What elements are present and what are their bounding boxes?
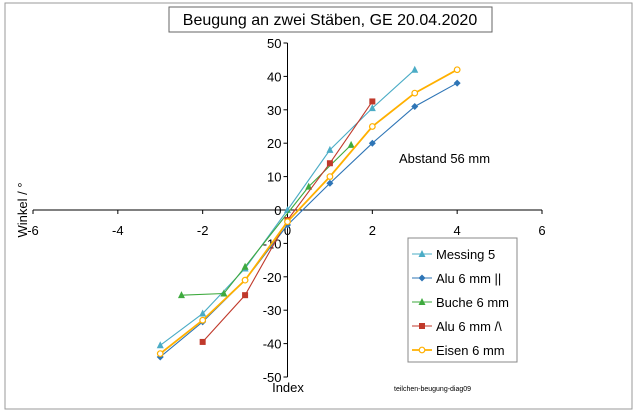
annotation-source: teilchen-beugung-diag09 xyxy=(394,386,471,393)
data-point xyxy=(369,98,376,105)
data-point xyxy=(411,102,419,110)
data-point xyxy=(241,262,249,270)
y-axis-label: Winkel / ° xyxy=(15,182,30,237)
data-point xyxy=(368,123,376,130)
chart-frame xyxy=(4,2,633,410)
data-point xyxy=(242,292,249,299)
legend-label: Alu 6 mm /\ xyxy=(436,319,502,334)
data-point xyxy=(411,89,419,97)
data-point xyxy=(326,173,334,181)
y-tick-label: -30 xyxy=(263,303,282,318)
y-tick-label: 50 xyxy=(267,36,281,51)
data-point xyxy=(156,350,164,358)
series-group xyxy=(156,65,419,349)
legend-swatch-marker xyxy=(418,250,426,257)
data-point xyxy=(305,182,313,190)
data-point xyxy=(453,79,461,87)
data-point xyxy=(220,289,228,297)
data-point xyxy=(326,160,333,167)
data-point xyxy=(156,341,164,349)
data-point xyxy=(199,316,207,324)
y-tick-label: 0 xyxy=(274,203,281,218)
y-tick-label: 20 xyxy=(267,136,281,151)
x-tick-label: 6 xyxy=(538,223,545,238)
series-line xyxy=(159,82,458,358)
series-layer xyxy=(156,65,461,361)
legend: Messing 5 Alu 6 mm || Buche 6 mm Alu 6 mm /… xyxy=(407,237,518,363)
data-point xyxy=(368,139,376,147)
data-point xyxy=(199,338,206,345)
annotation-note: Abstand 56 mm xyxy=(399,151,490,166)
legend-label: Messing 5 xyxy=(436,247,495,262)
y-tick-label: 10 xyxy=(267,170,281,185)
x-tick-label: -4 xyxy=(112,223,124,238)
series-line xyxy=(159,68,458,355)
legend-swatch-marker xyxy=(418,298,426,305)
data-point xyxy=(326,179,334,187)
data-point xyxy=(326,145,334,153)
data-point xyxy=(284,218,291,226)
legend-item: Eisen 6 mm xyxy=(412,343,505,358)
chart-title-box xyxy=(168,6,493,33)
labels-layer: Beugung an zwei Stäben, GE 20.04.2020 Wi… xyxy=(15,6,493,395)
y-tick-label: -20 xyxy=(263,270,282,285)
legend-swatch-marker xyxy=(418,346,426,354)
y-tick-label: -40 xyxy=(263,337,282,352)
data-point xyxy=(368,104,376,112)
legend-box xyxy=(407,237,518,363)
data-point xyxy=(241,276,249,284)
series-group xyxy=(156,66,461,358)
data-point xyxy=(411,65,419,73)
legend-label: Alu 6 mm || xyxy=(436,271,501,286)
y-tick-label: 30 xyxy=(267,103,281,118)
x-tick-label: -6 xyxy=(27,223,39,238)
legend-swatch-marker xyxy=(418,274,426,282)
legend-item: Alu 6 mm /\ xyxy=(412,319,502,334)
data-point xyxy=(177,291,185,299)
legend-item: Buche 6 mm xyxy=(412,295,509,310)
legend-item: Messing 5 xyxy=(412,247,495,262)
legend-label: Eisen 6 mm xyxy=(436,343,505,358)
x-tick-label: 2 xyxy=(369,223,376,238)
x-tick-label: 4 xyxy=(454,223,461,238)
x-axis-label: Index xyxy=(272,380,304,395)
legend-label: Buche 6 mm xyxy=(436,295,509,310)
chart-title: Beugung an zwei Stäben, GE 20.04.2020 xyxy=(183,12,478,29)
data-point xyxy=(453,66,461,74)
y-tick-label: -50 xyxy=(263,370,282,385)
x-tick-label: 0 xyxy=(284,223,291,238)
legend-item: Alu 6 mm || xyxy=(412,271,501,286)
y-tick-label: 40 xyxy=(267,69,281,84)
x-tick-label: -2 xyxy=(197,223,209,238)
data-point xyxy=(199,309,207,317)
legend-swatch-marker xyxy=(419,323,425,329)
data-point xyxy=(347,140,355,148)
